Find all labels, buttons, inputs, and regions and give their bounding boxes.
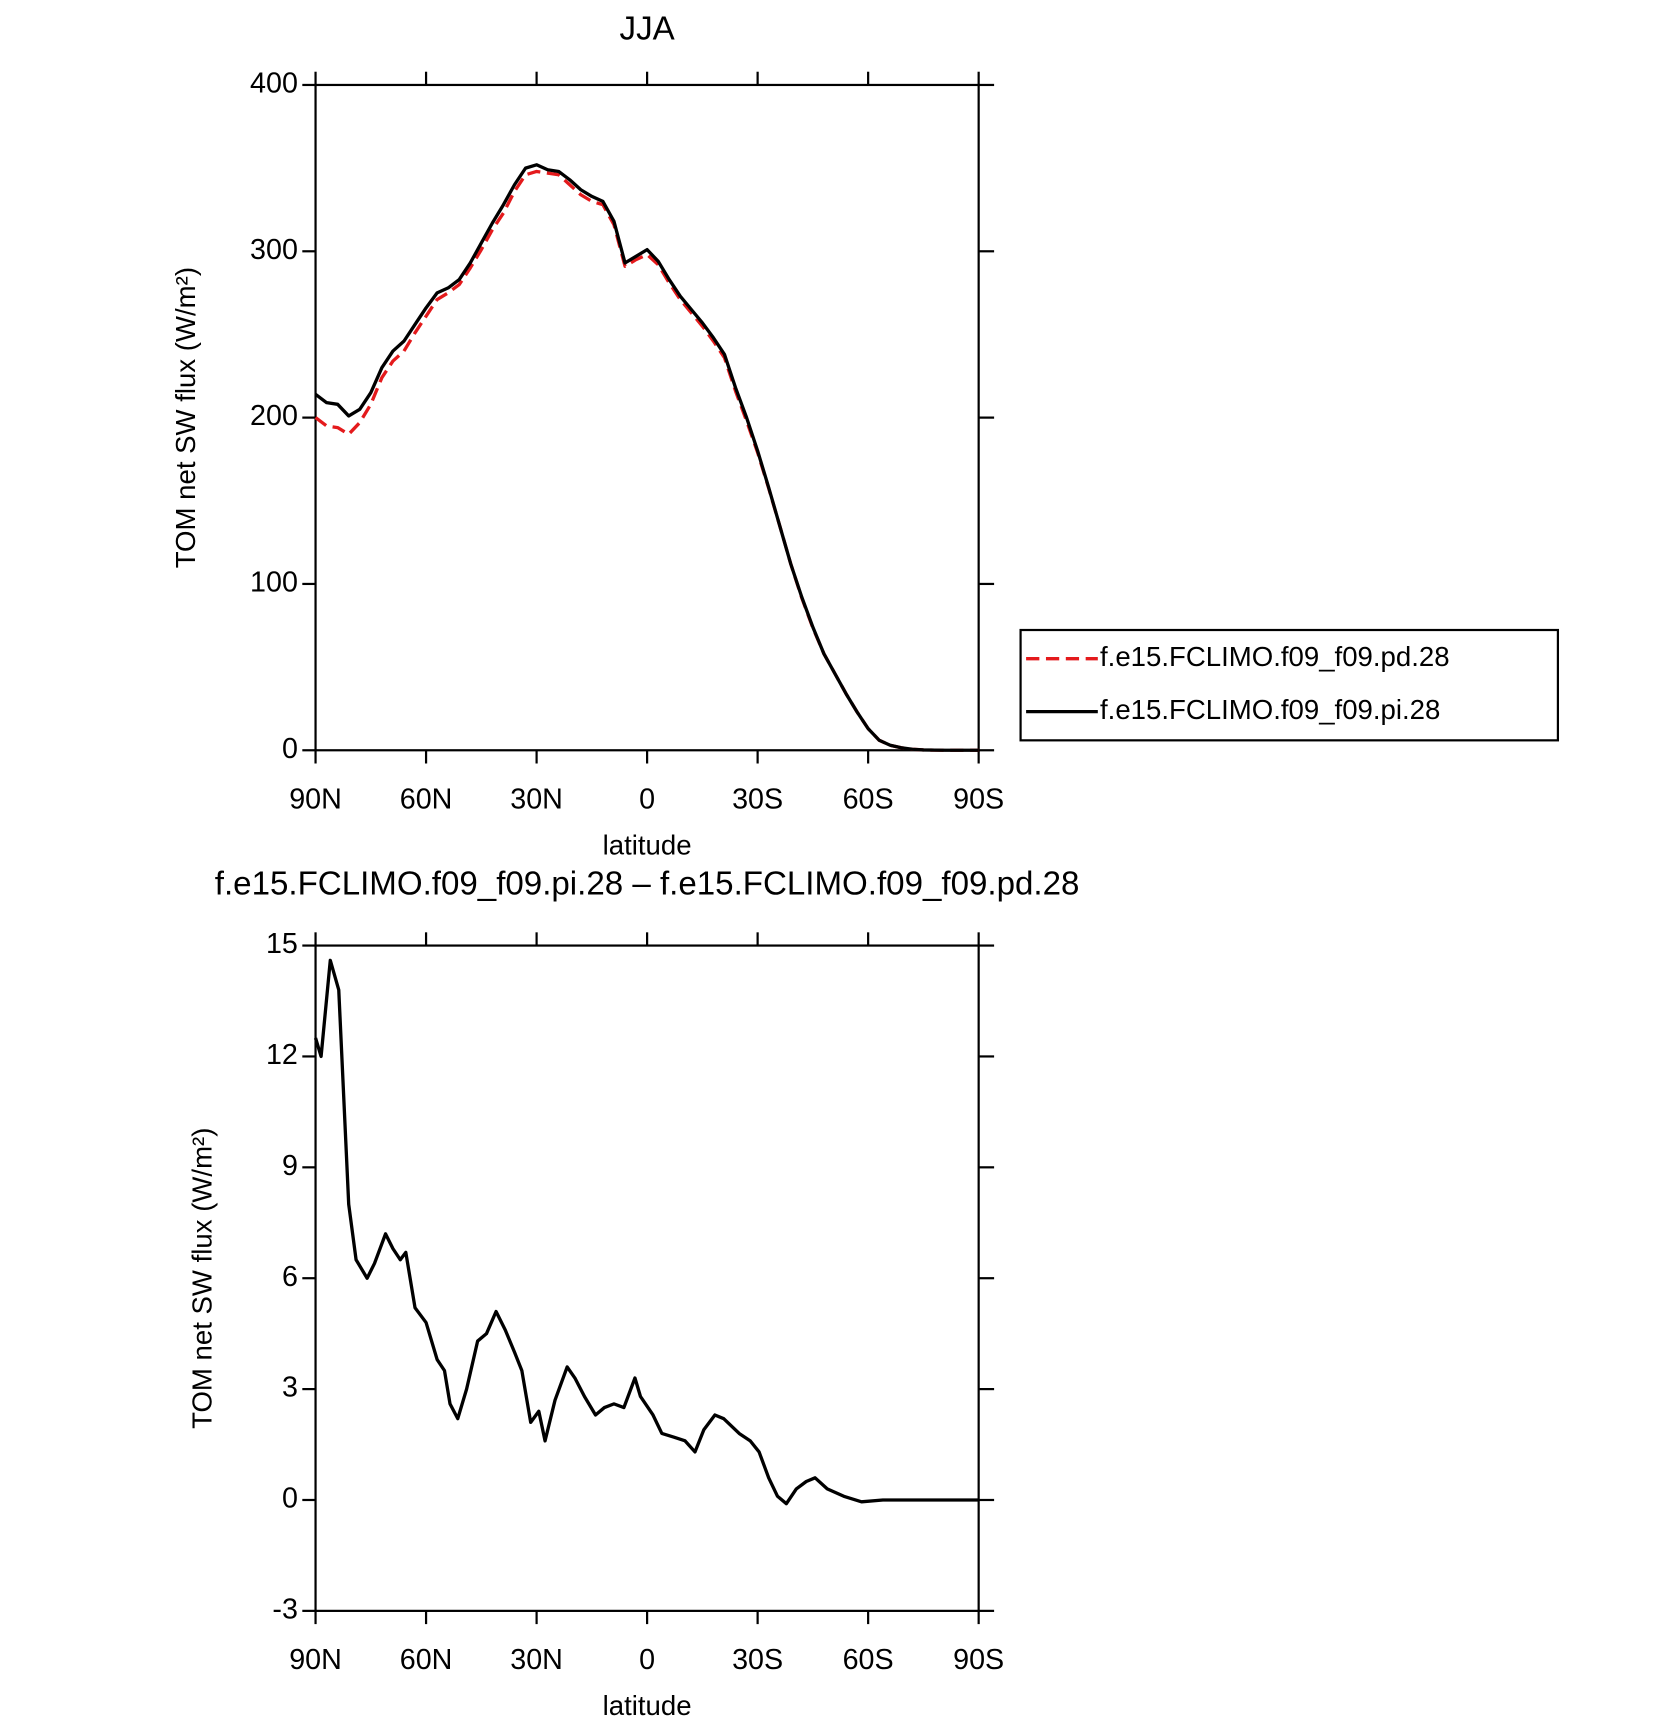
- plot-frame: [314, 944, 980, 1612]
- y-tick-label: 100: [250, 567, 298, 599]
- legend-label: f.e15.FCLIMO.f09_f09.pd.28: [1100, 641, 1450, 672]
- x-axis-label: latitude: [603, 830, 692, 861]
- y-tick-label: 0: [282, 1483, 298, 1515]
- x-tick-label: 90N: [289, 1644, 342, 1676]
- y-axis-label: TOM net SW flux (W/m²): [170, 267, 201, 568]
- x-tick-label: 90S: [953, 1644, 1004, 1676]
- legend-box: [1019, 628, 1560, 742]
- x-tick-label: 30N: [510, 784, 563, 816]
- y-tick-label: 15: [266, 928, 298, 960]
- x-tick-label: 30S: [732, 784, 783, 816]
- legend-label: f.e15.FCLIMO.f09_f09.pi.28: [1100, 694, 1440, 725]
- x-tick-label: 0: [639, 784, 655, 816]
- data-line: [314, 163, 979, 752]
- x-tick-label: 90N: [289, 784, 342, 816]
- y-axis-label: TOM net SW flux (W/m²): [186, 1128, 217, 1429]
- x-tick-label: 0: [639, 1644, 655, 1676]
- x-axis-label: latitude: [603, 1690, 692, 1719]
- y-tick-label: 200: [250, 400, 298, 432]
- y-tick-label: 300: [250, 234, 298, 266]
- y-tick-label: -3: [272, 1593, 298, 1625]
- data-line: [314, 169, 979, 752]
- chart-title: JJA: [620, 11, 676, 48]
- data-line: [313, 958, 979, 1506]
- x-tick-label: 60S: [843, 1644, 894, 1676]
- x-tick-label: 60N: [400, 784, 453, 816]
- x-tick-label: 90S: [953, 784, 1004, 816]
- y-tick-label: 400: [250, 68, 298, 100]
- y-tick-label: 3: [282, 1372, 298, 1404]
- chart-title: f.e15.FCLIMO.f09_f09.pi.28 – f.e15.FCLIM…: [215, 866, 1080, 903]
- y-tick-label: 9: [282, 1150, 298, 1182]
- x-tick-label: 30N: [510, 1644, 563, 1676]
- legend: f.e15.FCLIMO.f09_f09.pd.28 f.e15.FCLIMO.f…: [1019, 628, 1560, 742]
- x-tick-label: 30S: [732, 1644, 783, 1676]
- y-tick-label: 12: [266, 1039, 298, 1071]
- y-tick-label: 6: [282, 1261, 298, 1293]
- plot-frame: [314, 83, 980, 752]
- x-tick-label: 60S: [843, 784, 894, 816]
- y-tick-label: 0: [282, 733, 298, 765]
- x-tick-label: 60N: [400, 1644, 453, 1676]
